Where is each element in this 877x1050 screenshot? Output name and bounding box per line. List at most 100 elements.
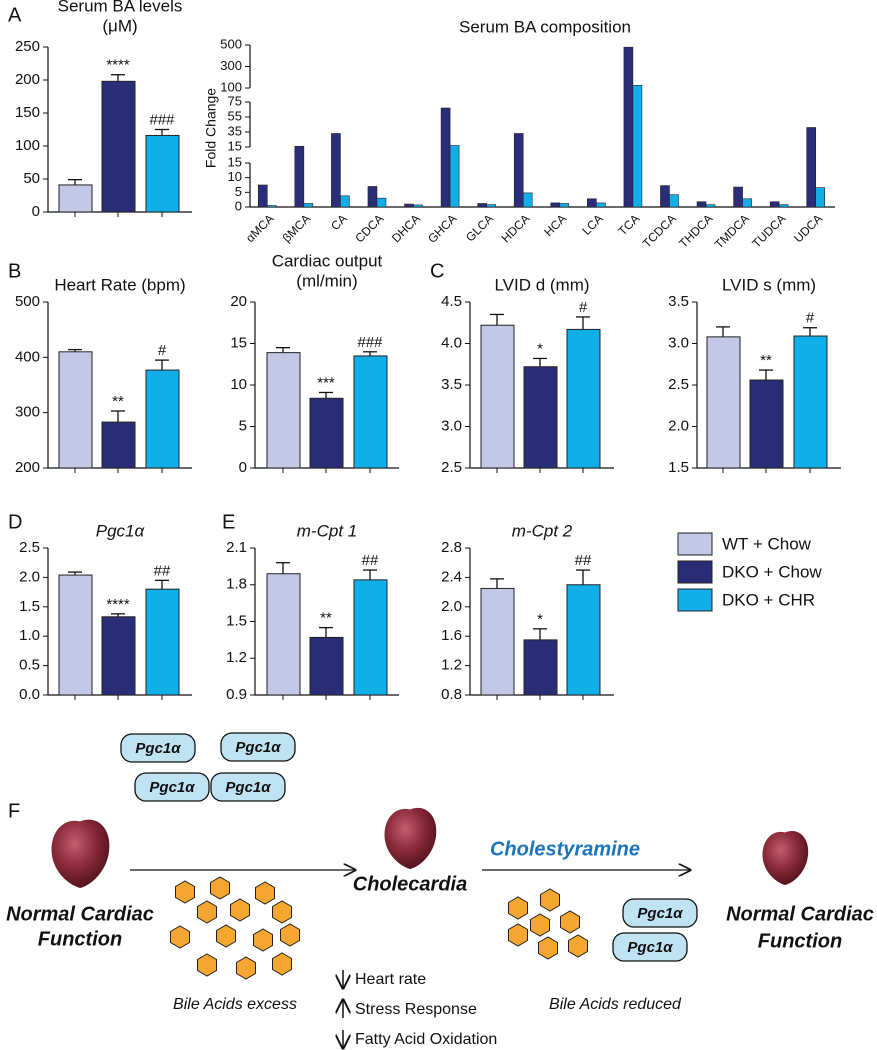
y-tick-label: 3.5 [668, 293, 689, 310]
bar [486, 204, 496, 208]
bar [309, 636, 344, 696]
y-tick-label: 3.0 [668, 334, 689, 351]
y-tick-label: 10 [228, 169, 242, 184]
bile-acid-icon [197, 900, 217, 924]
significance: # [579, 299, 588, 316]
x-tick-label: TUDCA [749, 211, 788, 250]
y-tick-label: 100 [220, 79, 242, 94]
y-tick-label: 400 [15, 348, 40, 365]
bile-acid-icon [253, 928, 273, 952]
pgc-label: Pgc1α [135, 740, 181, 757]
y-axis-label: Fold Change [203, 88, 219, 168]
chart-title: LVID s (mm) [722, 275, 816, 294]
bar [480, 324, 515, 469]
y-tick-label: 150 [15, 104, 40, 121]
x-tick-label: GHCA [425, 211, 459, 245]
effect-label: Stress Response [355, 1001, 477, 1018]
state-label: Cholecardia [353, 873, 467, 895]
y-tick-label: 15 [230, 334, 247, 351]
y-tick-label: 500 [15, 293, 40, 310]
y-tick-label: 0.0 [19, 686, 40, 703]
x-tick-label: UDCA [791, 211, 825, 245]
significance: ### [357, 334, 383, 351]
x-tick-label: TCA [615, 211, 642, 238]
x-tick-label: GLCA [463, 211, 496, 244]
y-tick-label: 55 [228, 108, 242, 123]
y-tick-label: 1.6 [441, 627, 462, 644]
significance: ** [320, 610, 332, 627]
bar [101, 616, 136, 696]
y-tick-label: 0.9 [226, 686, 247, 703]
y-tick-label: 0.5 [19, 657, 40, 674]
bar [413, 204, 423, 208]
bar [331, 133, 341, 208]
bar [340, 195, 350, 208]
bile-acid-icon [530, 913, 550, 937]
panel-label: B [8, 260, 21, 282]
bar [566, 328, 601, 469]
legend-label: WT + Chow [722, 534, 812, 553]
bar [513, 133, 524, 208]
x-tick-label: TCDCA [640, 211, 679, 250]
panel-label: C [430, 260, 444, 282]
bar [58, 351, 93, 469]
bile-acid-icon [280, 923, 300, 947]
bar [101, 421, 136, 469]
bile-acid-icon [197, 953, 217, 977]
bar [404, 203, 414, 208]
bile-acid-icon [508, 896, 528, 920]
treatment-label: Cholestyramine [490, 838, 640, 860]
bar [669, 194, 679, 208]
y-tick-label: 20 [230, 293, 247, 310]
bar [778, 204, 789, 208]
bile-acid-icon [568, 934, 588, 958]
significance: *** [317, 374, 335, 391]
bar [376, 197, 387, 208]
y-tick-label: 2.5 [19, 539, 40, 556]
effect-label: Fatty Acid Oxidation [355, 1031, 497, 1048]
bile-acid-icon [255, 881, 275, 905]
y-tick-label: 5 [239, 417, 247, 434]
y-tick-label: 500 [220, 36, 242, 51]
bar [559, 203, 570, 208]
y-tick-label: 1.2 [226, 649, 247, 666]
chart-title: (μM) [102, 16, 137, 35]
chart-title: Serum BA levels [58, 0, 183, 15]
heart-icon [51, 819, 110, 888]
bar [706, 336, 741, 469]
bar [696, 201, 707, 208]
pgc-label: Pgc1α [149, 779, 195, 796]
y-tick-label: 35 [228, 123, 242, 138]
chart-title: m-Cpt 2 [512, 521, 573, 540]
bar [309, 397, 344, 469]
bar [266, 352, 301, 469]
x-tick-label: αMCA [243, 211, 277, 245]
bar [522, 192, 533, 208]
heart-icon [384, 807, 437, 869]
bile-acid-icon [216, 924, 236, 948]
y-tick-label: 1.2 [441, 657, 462, 674]
y-tick-label: 300 [220, 58, 242, 73]
x-tick-label: CDCA [352, 211, 386, 245]
bar [294, 145, 305, 208]
bar [477, 203, 487, 208]
pgc-label: Pgc1α [225, 779, 271, 796]
y-tick-label: 2.4 [441, 568, 462, 585]
bile-acid-icon [540, 888, 560, 912]
y-tick-label: 0.8 [441, 686, 462, 703]
x-tick-label: CA [328, 211, 350, 233]
y-tick-label: 15 [228, 138, 242, 153]
pgc-label: Pgc1α [637, 905, 683, 922]
bar [145, 134, 180, 213]
bar [550, 202, 561, 208]
chart-title: Serum BA composition [459, 17, 631, 36]
caption: Bile Acids excess [173, 996, 297, 1013]
y-tick-label: 0 [235, 198, 242, 213]
y-tick-label: 4.5 [441, 293, 462, 310]
significance: ** [760, 352, 772, 369]
significance: **** [106, 596, 130, 613]
bile-acid-icon [236, 956, 256, 980]
pgc-box [134, 772, 210, 802]
significance: ### [149, 111, 175, 128]
significance: **** [106, 57, 130, 74]
